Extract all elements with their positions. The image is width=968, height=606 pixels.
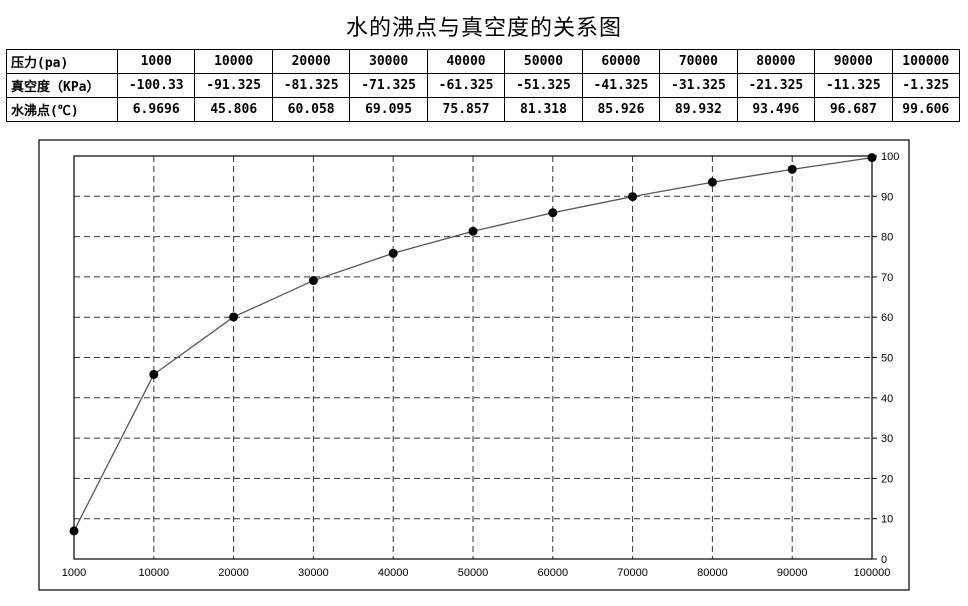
table-cell: 75.857 [426, 97, 506, 122]
table-cell: -81.325 [271, 73, 351, 98]
table-cell: -31.325 [659, 73, 738, 98]
x-tick-label: 70000 [617, 567, 648, 579]
data-point [628, 192, 638, 202]
data-point [149, 369, 159, 379]
table-cell: 93.496 [736, 97, 816, 122]
y-tick-label: 30 [881, 433, 893, 445]
table-cell: 40000 [426, 49, 506, 74]
table-cell: 60.058 [271, 97, 351, 122]
table-cell: 30000 [349, 49, 428, 74]
table-cell: 100000 [891, 49, 961, 74]
table-cell: 20000 [271, 49, 351, 74]
chart-frame [38, 139, 910, 591]
table-cell: -1.325 [891, 73, 961, 98]
x-tick-label: 40000 [378, 567, 409, 579]
data-point [548, 208, 558, 218]
table-cell: 1000 [116, 49, 196, 74]
table-cell: 60000 [581, 49, 661, 74]
y-tick-label: 20 [881, 473, 893, 485]
series-line [73, 156, 873, 532]
table-cell: 80000 [736, 49, 816, 74]
data-point [787, 164, 797, 174]
y-tick-label: 70 [881, 272, 893, 284]
table-cell: 81.318 [504, 97, 583, 122]
row-header: 水沸点(℃) [6, 97, 118, 122]
table-cell: -100.33 [116, 73, 196, 98]
y-tick-label: 60 [881, 312, 893, 324]
table-cell: -91.325 [194, 73, 273, 98]
data-point [69, 526, 79, 536]
table-cell: -61.325 [426, 73, 506, 98]
data-point [388, 248, 398, 258]
table-cell: -41.325 [581, 73, 661, 98]
x-tick-label: 90000 [777, 567, 808, 579]
y-tick-label: 0 [881, 554, 887, 566]
table-cell: 99.606 [891, 97, 961, 122]
x-tick-label: 50000 [458, 567, 489, 579]
y-tick-label: 80 [881, 232, 893, 244]
boiling-point-chart: 0 10 20 30 40 50 60 70 80 90 100 1000 10000 20000 3000… [38, 139, 910, 591]
table-row: 真空度（KPa） -100.33 -91.325 -81.325 -71.325 -61.… [6, 73, 961, 98]
table-cell: 10000 [194, 49, 273, 74]
data-point [468, 226, 478, 236]
data-point [867, 153, 877, 163]
table-cell: 90000 [814, 49, 893, 74]
data-point [707, 177, 717, 187]
data-point [308, 276, 318, 286]
x-tick-label: 60000 [538, 567, 569, 579]
table-cell: 45.806 [194, 97, 273, 122]
table-cell: 6.9696 [116, 97, 196, 122]
x-tick-label: 100000 [854, 567, 891, 579]
x-tick-label: 10000 [139, 567, 170, 579]
row-header: 压力(pa) [6, 49, 118, 74]
table-cell: 50000 [504, 49, 583, 74]
data-table: 压力(pa) 1000 10000 20000 30000 40000 50000 60000… [6, 49, 961, 122]
y-tick-label: 90 [881, 191, 893, 203]
y-tick-label: 100 [881, 151, 899, 163]
table-cell: 70000 [659, 49, 738, 74]
y-tick-label: 40 [881, 393, 893, 405]
table-cell: -21.325 [736, 73, 816, 98]
table-row: 水沸点(℃) 6.9696 45.806 60.058 69.095 75.857 81.3… [6, 97, 961, 122]
table-cell: 85.926 [581, 97, 661, 122]
x-tick-label: 1000 [62, 567, 86, 579]
table-cell: -11.325 [814, 73, 893, 98]
x-tick-label: 80000 [697, 567, 728, 579]
x-tick-label: 30000 [298, 567, 329, 579]
table-cell: -51.325 [504, 73, 583, 98]
y-tick-label: 50 [881, 353, 893, 365]
table-cell: 69.095 [349, 97, 428, 122]
data-point [229, 312, 239, 322]
chart-title: 水的沸点与真空度的关系图 [345, 16, 622, 41]
x-tick-label: 20000 [218, 567, 249, 579]
row-header: 真空度（KPa） [6, 73, 118, 98]
table-row: 压力(pa) 1000 10000 20000 30000 40000 50000 60000… [6, 49, 961, 74]
table-cell: -71.325 [349, 73, 428, 98]
table-cell: 96.687 [814, 97, 893, 122]
table-cell: 89.932 [659, 97, 738, 122]
y-tick-label: 10 [881, 514, 893, 526]
